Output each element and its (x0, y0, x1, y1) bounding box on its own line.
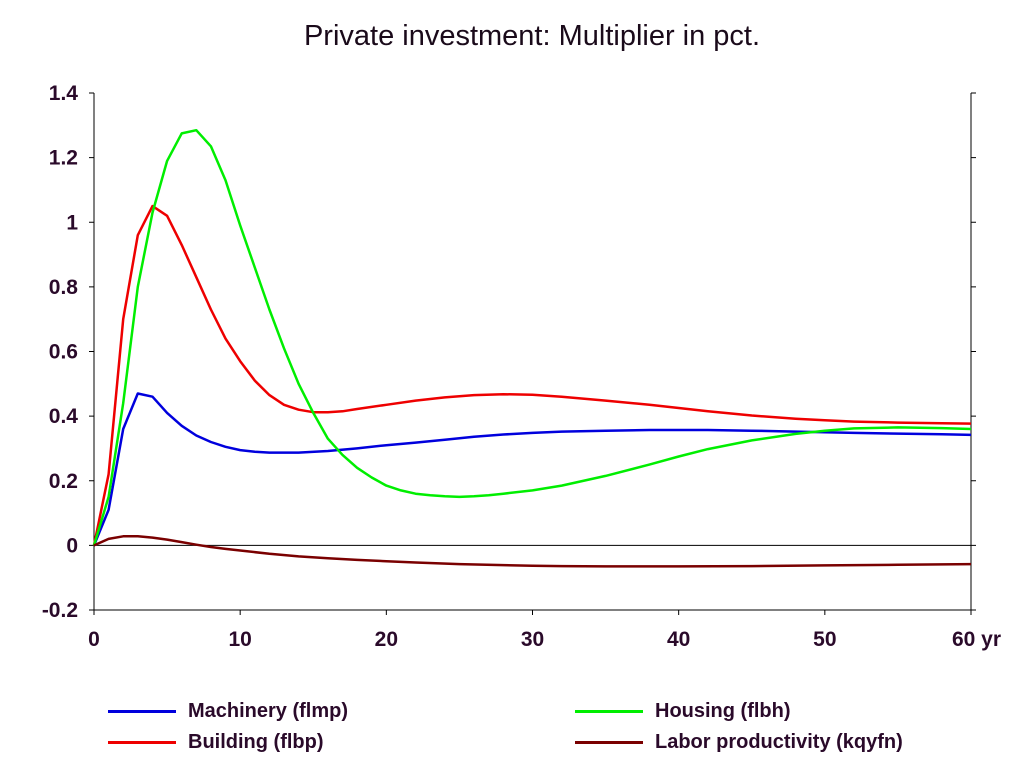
y-tick-label: 0.8 (49, 276, 79, 299)
legend-item: Housing (flbh) (575, 699, 791, 723)
series-line-2 (92, 204, 972, 546)
y-tick-label: -0.2 (42, 599, 78, 622)
x-tick-label: 60 yr (952, 628, 1001, 651)
legend-item: Labor productivity (kqyfn) (575, 730, 903, 754)
x-tick-label: 50 (813, 628, 836, 651)
legend-label: Machinery (flmp) (188, 699, 349, 722)
chart-title: Private investment: Multiplier in pct. (303, 20, 761, 52)
series-line-1 (92, 392, 972, 546)
series-lines (92, 128, 972, 568)
legend-item: Building (flbp) (108, 730, 324, 754)
y-tick-label: 0.4 (49, 405, 79, 428)
legend-label: Labor productivity (kqyfn) (655, 730, 903, 753)
axes (89, 92, 976, 615)
y-tick-label: 0 (66, 534, 78, 557)
y-tick-label: 1 (66, 211, 78, 234)
legend-label: Building (flbp) (188, 730, 324, 753)
legend-label: Housing (flbh) (655, 699, 791, 722)
y-tick-label: 1.4 (49, 82, 79, 105)
y-tick-label: 0.2 (49, 470, 78, 493)
x-tick-label: 10 (228, 628, 251, 651)
x-tick-label: 40 (667, 628, 690, 651)
legend-swatch (575, 740, 643, 744)
legend-swatch (575, 709, 643, 713)
tick-labels: -0.2 0 0.2 0.4 0.6 0.8 1 1.2 1.4 0 10 20 30 40 50 60 yr (42, 82, 1001, 651)
legend-swatch (108, 709, 176, 713)
y-tick-label: 1.2 (49, 147, 78, 170)
legend-swatch (108, 740, 176, 744)
series-line-3 (92, 128, 972, 546)
y-tick-label: 0.6 (49, 341, 78, 364)
x-tick-label: 0 (88, 628, 100, 651)
legend-item: Machinery (flmp) (108, 699, 348, 723)
x-tick-label: 30 (521, 628, 544, 651)
x-tick-label: 20 (375, 628, 398, 651)
series-line-4 (93, 535, 972, 568)
